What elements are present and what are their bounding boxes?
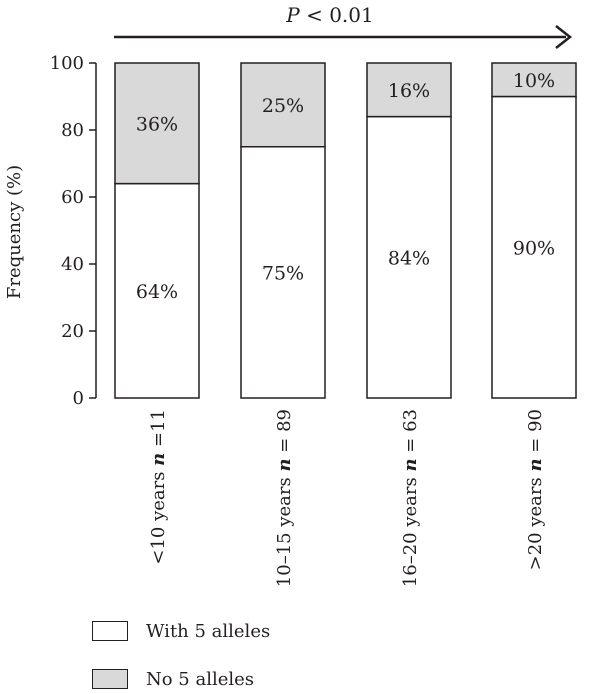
legend-swatch-no-5-alleles [92, 669, 128, 689]
y-tick-label: 60 [61, 187, 84, 208]
legend-item-with-5-alleles: With 5 alleles [92, 618, 270, 644]
data-label-no-5-alleles: 25% [262, 95, 304, 117]
x-axis-labels: <10 years n =11 10–15 years n = 89 16–20 y… [148, 409, 546, 587]
p-value-label: P < 0.01 [285, 3, 373, 27]
bar-segment-with-5-alleles [366, 115, 452, 399]
y-axis-title: Frequency (%) [4, 165, 25, 299]
legend-label-no-5-alleles: No 5 alleles [146, 668, 255, 690]
x-category-label: <10 years n =11 [148, 409, 169, 565]
data-label-with-5-alleles: 84% [388, 247, 430, 269]
y-tick-label: 40 [61, 254, 84, 275]
x-category-label: 16–20 years n = 63 [400, 409, 421, 587]
data-label-with-5-alleles: 90% [513, 237, 555, 259]
bar-segment-no-5-alleles [114, 62, 200, 185]
data-label-no-5-alleles: 16% [388, 80, 430, 102]
y-tick-label: 100 [50, 53, 84, 74]
legend: With 5 alleles No 5 alleles [92, 616, 452, 694]
data-label-with-5-alleles: 64% [136, 281, 178, 303]
legend-item-no-5-alleles: No 5 alleles [92, 666, 254, 692]
significance-annotation: P < 0.01 [114, 3, 573, 49]
y-tick-label: 0 [73, 388, 84, 409]
x-category-label: 10–15 years n = 89 [274, 409, 295, 587]
legend-label-with-5-alleles: With 5 alleles [146, 620, 271, 642]
data-label-no-5-alleles: 10% [513, 70, 555, 92]
y-axis: 0 20 40 60 80 100 [50, 53, 97, 409]
data-label-with-5-alleles: 75% [262, 262, 304, 284]
trend-arrow-head-icon [555, 25, 573, 49]
y-tick-label: 80 [61, 120, 84, 141]
y-tick-label: 20 [61, 321, 84, 342]
bar-segment-with-5-alleles [114, 182, 200, 399]
bars: 64% 36% 75% 25% 84% 16% 90% 10% [114, 62, 577, 399]
bar-segment-no-5-alleles [491, 62, 577, 98]
data-label-no-5-alleles: 36% [136, 113, 178, 135]
legend-swatch-with-5-alleles [92, 621, 128, 641]
bar-segment-with-5-alleles [240, 146, 326, 399]
bar-segment-no-5-alleles [366, 62, 452, 118]
bar-segment-no-5-alleles [240, 62, 326, 148]
x-category-label: >20 years n = 90 [525, 409, 546, 570]
